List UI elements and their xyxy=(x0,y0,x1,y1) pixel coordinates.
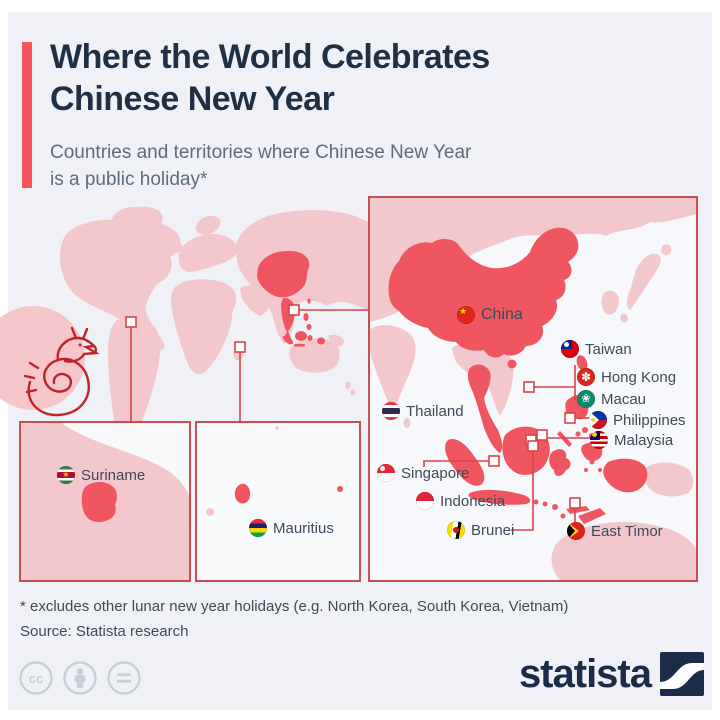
label-china: China xyxy=(457,306,523,324)
label-macau: Macau xyxy=(577,390,646,408)
statista-wordmark: statista xyxy=(518,652,652,696)
brunei-flag-icon xyxy=(447,521,465,539)
mauritius-flag-icon xyxy=(249,519,267,537)
country-name: Brunei xyxy=(471,521,515,539)
label-thailand: Thailand xyxy=(382,402,464,420)
country-name: Thailand xyxy=(406,402,464,420)
singapore-flag-icon xyxy=(377,464,395,482)
title-line-2: Chinese New Year xyxy=(50,80,335,118)
label-singapore: Singapore xyxy=(377,464,469,482)
license-icons[interactable]: cc xyxy=(18,660,142,696)
country-name: Philippines xyxy=(613,411,686,429)
subtitle-line-2: is a public holiday* xyxy=(50,169,208,190)
subtitle-line-1: Countries and territories where Chinese … xyxy=(50,142,472,163)
country-name: Indonesia xyxy=(440,492,506,510)
country-name: China xyxy=(481,306,523,323)
country-name: Macau xyxy=(601,390,647,408)
country-name: Singapore xyxy=(401,464,470,482)
source-line: Source: Statista research xyxy=(20,623,189,640)
philippines-flag-icon xyxy=(589,411,607,429)
dragon-illustration xyxy=(0,306,100,417)
suriname-inset-map xyxy=(19,421,191,582)
label-hong-kong: Hong Kong xyxy=(577,368,676,386)
title-accent-bar xyxy=(22,42,32,188)
cc-icon[interactable]: cc xyxy=(18,660,54,696)
svg-text:cc: cc xyxy=(29,671,43,686)
country-name: Hong Kong xyxy=(601,368,677,386)
location-markers xyxy=(125,304,581,509)
thailand-flag-icon xyxy=(382,402,400,420)
attribution-icon[interactable] xyxy=(62,660,98,696)
statista-logo-icon xyxy=(660,652,704,696)
country-name: Mauritius xyxy=(273,519,334,537)
china-flag-icon xyxy=(457,306,475,324)
hong-kong-flag-icon xyxy=(577,368,595,386)
no-derivatives-icon[interactable] xyxy=(106,660,142,696)
inset-connectors xyxy=(130,309,369,421)
macau-flag-icon xyxy=(577,390,595,408)
label-suriname: Suriname xyxy=(57,466,145,484)
label-mauritius: Mauritius xyxy=(249,519,334,537)
world-land xyxy=(59,206,368,430)
country-name: Taiwan xyxy=(585,340,632,358)
suriname-flag-icon xyxy=(57,466,75,484)
page-title: Where the World Celebrates Chinese New Y… xyxy=(50,36,490,120)
mauritius-inset-map xyxy=(195,421,361,582)
statista-logo[interactable]: statista xyxy=(519,652,704,696)
label-east-timor: East Timor xyxy=(567,522,663,540)
footnote: * excludes other lunar new year holidays… xyxy=(20,598,569,615)
title-line-1: Where the World Celebrates xyxy=(50,38,490,76)
country-name: Suriname xyxy=(81,466,146,484)
east-timor-flag-icon xyxy=(567,522,585,540)
label-malaysia: Malaysia xyxy=(590,431,673,449)
label-indonesia: Indonesia xyxy=(416,492,505,510)
taiwan-flag-icon xyxy=(561,340,579,358)
label-brunei: Brunei xyxy=(447,521,514,539)
country-name: East Timor xyxy=(591,522,663,540)
label-taiwan: Taiwan xyxy=(561,340,632,358)
page-subtitle: Countries and territories where Chinese … xyxy=(50,139,471,193)
label-philippines: Philippines xyxy=(589,411,686,429)
label-connectors xyxy=(423,365,590,531)
malaysia-flag-icon xyxy=(590,431,608,449)
indonesia-flag-icon xyxy=(416,492,434,510)
country-name: Malaysia xyxy=(614,431,674,449)
